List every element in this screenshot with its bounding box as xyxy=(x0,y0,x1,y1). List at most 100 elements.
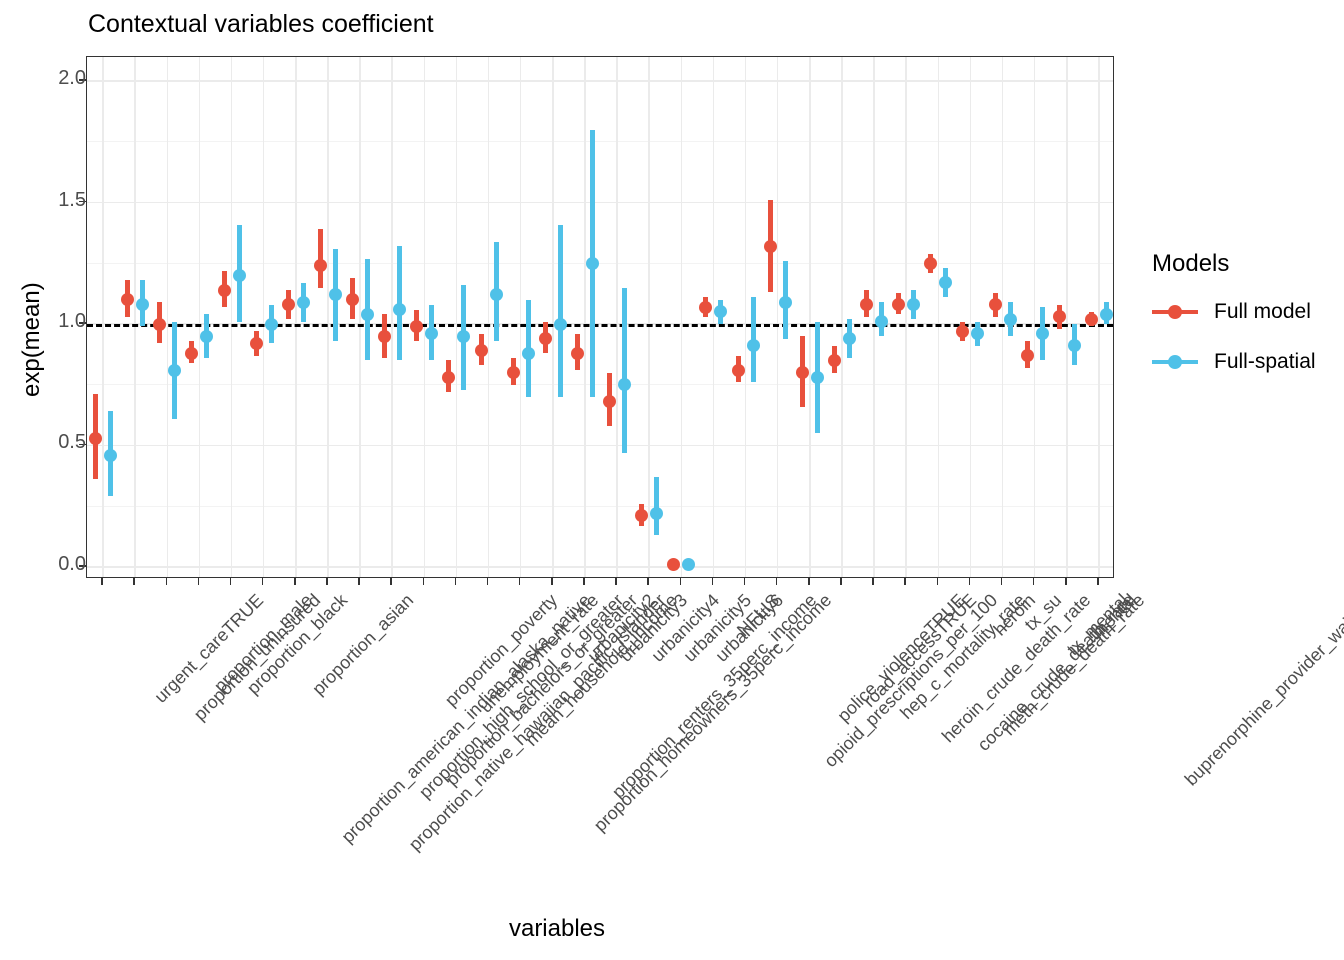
data-point xyxy=(410,319,424,333)
x-tick-mark xyxy=(101,578,103,585)
x-tick-mark xyxy=(551,578,553,585)
gridline-x-major xyxy=(1098,57,1100,577)
data-point xyxy=(618,378,632,392)
x-tick-mark xyxy=(647,578,649,585)
legend-item-label: Full model xyxy=(1214,300,1311,323)
x-tick-mark xyxy=(583,578,585,585)
gridline-y-minor xyxy=(87,141,1113,143)
data-point xyxy=(489,288,503,302)
y-tick-label: 0.0 xyxy=(58,552,86,575)
x-tick-mark xyxy=(1000,578,1003,585)
x-tick-mark xyxy=(133,578,135,585)
gridline-x-major xyxy=(198,57,201,577)
x-axis-label: variables xyxy=(508,915,606,942)
gridline-x-major xyxy=(423,57,425,577)
legend-item[interactable]: Full-spatial xyxy=(1152,350,1316,374)
data-point xyxy=(746,339,760,353)
x-tick-mark xyxy=(229,578,232,585)
x-tick-mark xyxy=(775,578,778,585)
data-point xyxy=(361,307,375,321)
gridline-x-major xyxy=(905,57,907,577)
x-tick-mark xyxy=(679,578,682,585)
x-tick-mark xyxy=(197,578,200,585)
data-point xyxy=(956,324,970,338)
data-point xyxy=(860,298,874,312)
error-bar xyxy=(622,287,628,453)
data-point xyxy=(104,448,118,462)
data-point xyxy=(795,366,809,380)
data-point xyxy=(585,256,599,270)
x-tick-mark xyxy=(1065,578,1067,585)
data-point xyxy=(474,344,488,358)
x-tick-mark xyxy=(872,578,874,585)
x-tick-mark xyxy=(808,578,810,585)
x-tick-mark xyxy=(1032,578,1035,585)
legend-key-dot xyxy=(1168,305,1182,319)
gridline-y-major xyxy=(87,566,1113,568)
x-tick-mark xyxy=(390,578,392,585)
data-point xyxy=(827,353,841,367)
y-tick-label: 1.5 xyxy=(58,188,86,211)
y-tick-mark xyxy=(79,79,86,82)
gridline-x-major xyxy=(616,57,618,577)
gridline-x-major xyxy=(776,57,779,577)
data-point xyxy=(939,276,953,290)
data-point xyxy=(457,329,471,343)
gridline-y-minor xyxy=(87,262,1113,264)
data-point xyxy=(538,332,552,346)
data-point xyxy=(136,298,150,312)
y-axis-label: exp(mean) xyxy=(18,282,45,397)
x-tick-mark xyxy=(486,578,489,585)
gridline-x-major xyxy=(1066,57,1068,577)
data-point xyxy=(89,431,103,445)
legend-item-label: Full-spatial xyxy=(1214,350,1316,373)
data-point xyxy=(217,283,231,297)
x-tick-mark xyxy=(904,578,906,585)
gridline-x-major xyxy=(841,57,843,577)
data-point xyxy=(506,366,520,380)
data-point xyxy=(699,300,713,314)
data-point xyxy=(603,395,617,409)
data-point xyxy=(1084,312,1098,326)
gridline-x-major xyxy=(680,57,682,577)
gridline-x-major xyxy=(391,57,393,577)
data-point xyxy=(988,298,1002,312)
data-point xyxy=(1020,349,1034,363)
data-point xyxy=(892,298,906,312)
gridline-y-major xyxy=(87,80,1113,83)
plot-panel xyxy=(86,56,1114,578)
x-tick-mark xyxy=(518,578,521,585)
gridline-x-major xyxy=(712,57,715,577)
legend-entries: Full model Full-spatial xyxy=(1152,300,1316,374)
gridline-x-major xyxy=(295,57,297,577)
gridline-y-major xyxy=(87,201,1113,204)
data-point xyxy=(121,293,135,307)
data-point xyxy=(553,317,567,331)
gridline-x-major xyxy=(359,57,361,577)
data-point xyxy=(168,363,182,377)
gridline-x-major xyxy=(1001,57,1004,577)
data-point xyxy=(281,298,295,312)
gridline-x-major xyxy=(134,57,136,577)
x-tick-mark xyxy=(968,578,971,585)
x-tick-mark xyxy=(454,578,457,585)
legend-item[interactable]: Full model xyxy=(1152,300,1316,324)
data-point xyxy=(810,370,824,384)
data-point xyxy=(425,327,439,341)
gridline-y-minor xyxy=(87,505,1113,507)
gridline-x-major xyxy=(230,57,233,577)
gridline-x-major xyxy=(262,57,265,577)
y-tick-mark xyxy=(79,565,86,567)
data-point xyxy=(200,329,214,343)
reference-line xyxy=(87,324,1113,328)
x-tick-mark xyxy=(615,578,617,585)
data-point xyxy=(1052,310,1066,324)
data-point xyxy=(185,346,199,360)
gridline-x-major xyxy=(969,57,972,577)
data-point xyxy=(442,370,456,384)
data-point xyxy=(763,239,777,253)
data-point xyxy=(1035,327,1049,341)
gridline-x-major xyxy=(552,57,554,577)
data-point xyxy=(907,298,921,312)
